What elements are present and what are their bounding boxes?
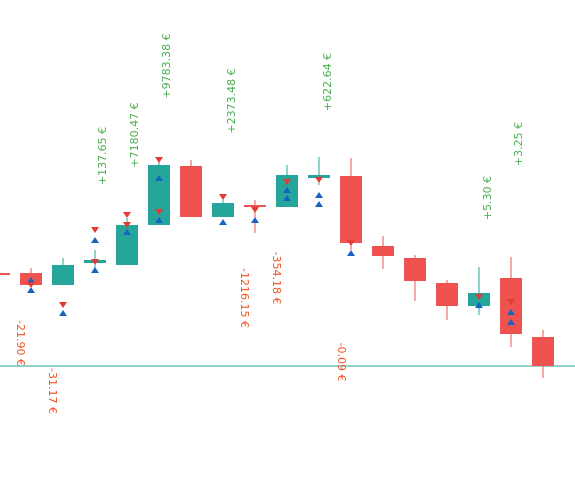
trade-marker — [123, 222, 131, 228]
profit-label: -0.09 € — [335, 343, 348, 382]
trade-marker — [219, 219, 227, 225]
profit-label: -21.90 € — [14, 320, 27, 366]
trade-marker — [283, 195, 291, 201]
candle-body — [436, 283, 458, 306]
trade-marker — [155, 157, 163, 163]
profit-label: +9783.38 € — [160, 33, 173, 98]
candle-body — [180, 166, 202, 217]
profit-label: +2373.48 € — [225, 68, 238, 133]
candle-body — [116, 225, 138, 265]
candle-body — [500, 278, 522, 334]
trade-marker — [507, 309, 515, 315]
candle-body — [52, 265, 74, 285]
trade-marker — [123, 229, 131, 235]
trade-marker — [155, 217, 163, 223]
profit-label: +622.64 € — [321, 53, 334, 111]
trade-marker — [91, 237, 99, 243]
trade-marker — [91, 267, 99, 273]
profit-label: -31.17 € — [46, 368, 59, 414]
trade-marker — [123, 212, 131, 218]
trade-marker — [251, 217, 259, 223]
trade-marker — [155, 209, 163, 215]
profit-label: +3.25 € — [512, 122, 525, 166]
trade-marker — [315, 201, 323, 207]
profit-label: -1216.15 € — [238, 268, 251, 328]
trade-marker — [347, 240, 355, 246]
profit-label: +5.30 € — [481, 176, 494, 220]
trade-marker — [315, 192, 323, 198]
trade-marker — [315, 177, 323, 183]
trade-marker — [475, 302, 483, 308]
trade-marker — [27, 282, 35, 288]
candle-body — [404, 258, 426, 281]
trade-marker — [91, 227, 99, 233]
candle-body — [244, 205, 266, 207]
trade-marker — [219, 194, 227, 200]
trade-marker — [347, 250, 355, 256]
trade-marker — [507, 319, 515, 325]
trade-marker — [507, 299, 515, 305]
trade-marker — [59, 310, 67, 316]
trade-marker — [155, 175, 163, 181]
candle-body — [308, 175, 330, 178]
trade-marker — [251, 207, 259, 213]
candle-body — [212, 203, 234, 217]
profit-label: +137.65 € — [96, 127, 109, 185]
trade-marker — [475, 294, 483, 300]
candle-body — [0, 273, 10, 275]
profit-label: +7180.47 € — [128, 102, 141, 167]
trade-marker — [91, 259, 99, 265]
candle-body — [340, 176, 362, 243]
trade-marker — [283, 179, 291, 185]
profit-label: -354.18 € — [270, 252, 283, 305]
candle-body — [372, 246, 394, 256]
trade-marker — [283, 187, 291, 193]
trade-marker — [27, 277, 35, 283]
trade-marker — [59, 302, 67, 308]
candle-body — [532, 337, 554, 366]
trade-marker — [27, 287, 35, 293]
candle-body — [148, 165, 170, 225]
